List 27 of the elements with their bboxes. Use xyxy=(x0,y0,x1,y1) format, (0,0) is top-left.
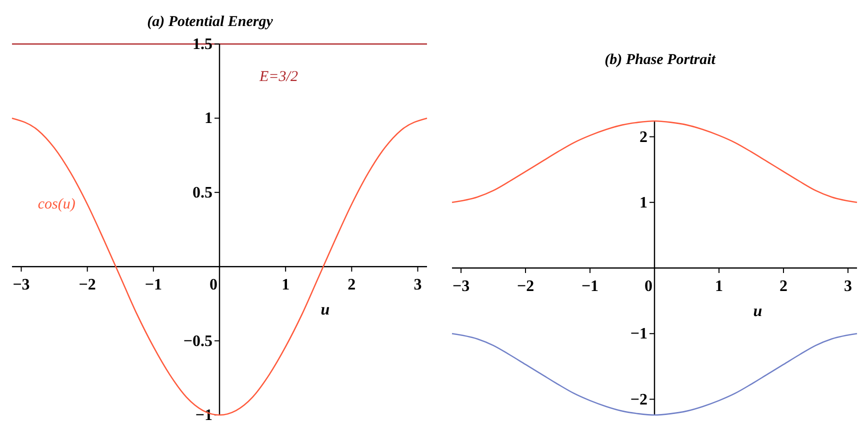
y-tick-label: −1 xyxy=(630,326,648,343)
y-tick-label: 2 xyxy=(640,128,648,146)
x-tick-label: 1 xyxy=(714,278,723,295)
x-tick-label: −3 xyxy=(452,278,470,295)
y-tick-label: −0.5 xyxy=(183,332,212,350)
x-tick-label: 2 xyxy=(779,278,788,295)
x-tick-label: −2 xyxy=(516,278,534,295)
x-tick-label: 3 xyxy=(844,278,852,295)
x-axis-title: u xyxy=(320,302,330,319)
x-tick-label: −1 xyxy=(144,276,162,294)
chart-title: (a) Potential Energy xyxy=(147,14,274,30)
x-axis-title: u xyxy=(753,303,762,320)
y-tick-label: 1 xyxy=(640,194,648,212)
ref-line-label: E=3/2 xyxy=(258,69,298,85)
x-tick-label: 2 xyxy=(348,276,356,294)
x-tick-label: −1 xyxy=(581,278,599,295)
x-tick-label: −2 xyxy=(78,276,96,294)
y-tick-label: 0.5 xyxy=(192,184,212,202)
x-tick-label: 0 xyxy=(210,276,218,294)
x-tick-label: 0 xyxy=(644,278,652,295)
chart-title: (b) Phase Portrait xyxy=(604,52,716,68)
series-label: cos(u) xyxy=(38,196,76,212)
x-tick-label: 1 xyxy=(282,276,290,294)
x-tick-label: −3 xyxy=(12,276,30,294)
y-tick-label: 1 xyxy=(204,110,212,128)
x-tick-label: 3 xyxy=(414,276,422,294)
y-tick-label: −2 xyxy=(630,391,648,408)
